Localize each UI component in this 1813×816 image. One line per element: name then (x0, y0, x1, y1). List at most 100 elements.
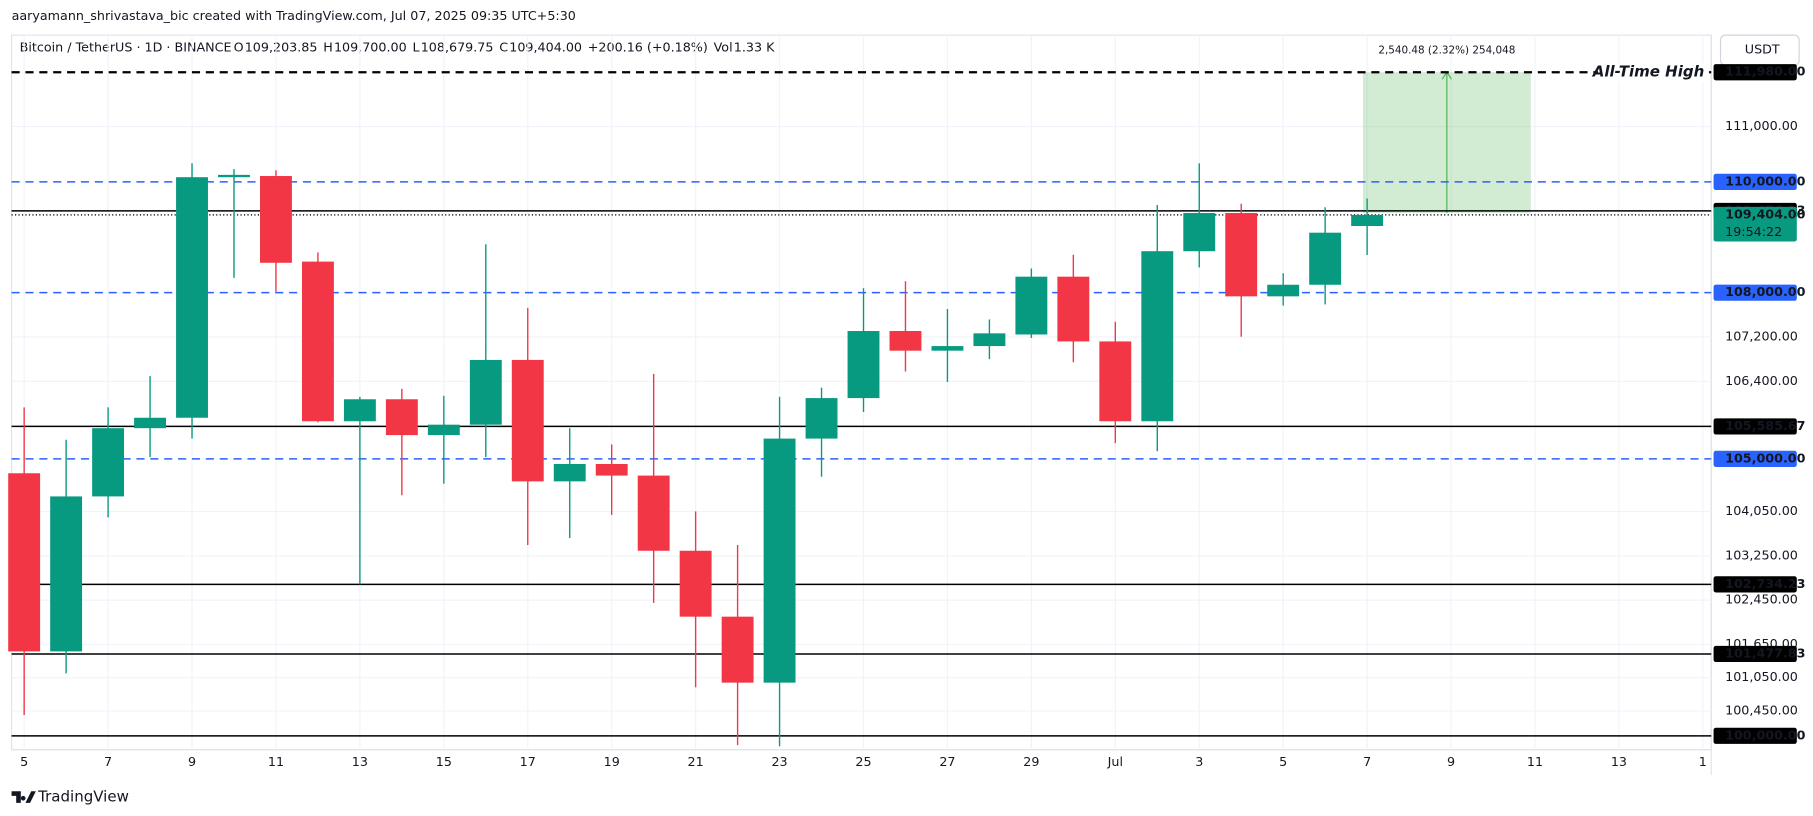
price-label-box (1713, 645, 1797, 663)
y-tick-label: 102,450.00 (1725, 592, 1798, 607)
ohlc-text: H (323, 39, 333, 54)
candle-body (134, 417, 167, 429)
ohlc-text: C (499, 39, 508, 54)
candle-body (637, 475, 670, 551)
x-tick-label: 13 (1611, 754, 1627, 769)
candle-body (679, 550, 712, 617)
candle-body (1267, 284, 1300, 297)
candle-body (469, 359, 502, 425)
candle-body (1183, 213, 1216, 252)
annotation-bg (1597, 62, 1709, 82)
y-tick-label: 101,050.00 (1725, 669, 1798, 684)
ohlc-text: 109,203.85 (245, 39, 318, 54)
ohlc-text: O (234, 39, 244, 54)
y-tick-label: 103,250.00 (1725, 547, 1798, 562)
y-tick-label: 107,200.00 (1725, 328, 1798, 343)
ohlc-legend: O 109,203.85 H 109,700.00 L 108,679.75 C 109,40… (234, 39, 776, 54)
candle-body (301, 261, 334, 422)
candle-body (553, 464, 586, 482)
candle-body (931, 346, 964, 351)
price-label-box (1713, 727, 1797, 744)
y-tick-label: 104,050.00 (1725, 503, 1798, 518)
x-tick-label: 13 (352, 754, 368, 769)
x-tick-label: 15 (436, 754, 452, 769)
candle-body (50, 496, 83, 652)
candle-body (1015, 276, 1048, 335)
price-label: 105,585.67 (1725, 418, 1805, 433)
candle-body (763, 438, 796, 683)
candle-body (385, 399, 418, 436)
candle-body (1351, 214, 1384, 227)
candle-body (1141, 251, 1174, 422)
candle-body (1057, 276, 1090, 342)
x-tick-label: 3 (1195, 754, 1203, 769)
currency: USDT (1745, 42, 1780, 57)
candle-body (8, 473, 41, 652)
x-tick-label: 1 (1699, 754, 1707, 769)
ohlc-text: 109,700.00 (334, 39, 407, 54)
x-tick-label: 19 (604, 754, 620, 769)
candle-body (511, 359, 544, 482)
price-label-box (1713, 206, 1797, 242)
candle-body (176, 177, 208, 418)
candle-body (427, 424, 460, 436)
candle-body (218, 174, 250, 178)
x-tick-label: 25 (855, 754, 871, 769)
candle-body (595, 464, 628, 476)
ohlc-text: L (412, 39, 420, 54)
x-tick-label: 11 (1527, 754, 1543, 769)
logo-icon (11, 791, 36, 803)
annotation: All-Time High (1592, 63, 1705, 81)
x-tick-label: 7 (104, 754, 112, 769)
candle-body (260, 176, 292, 263)
price-label-box (1713, 418, 1797, 435)
x-tick-label: 11 (268, 754, 284, 769)
ohlc-text: +200.16 (+0.18%) (588, 39, 708, 54)
x-tick-label: 7 (1363, 754, 1371, 769)
price-label-box (1713, 173, 1797, 190)
price-label-box (1713, 450, 1797, 467)
candle-body (1099, 341, 1132, 422)
x-tick-label: 5 (1279, 754, 1287, 769)
x-tick-label: 17 (520, 754, 536, 769)
logo: TradingView (11, 788, 129, 806)
symbol: Bitcoin / TetherUS · 1D · BINANCE (20, 39, 232, 54)
price-label-box (1713, 284, 1797, 301)
price-label-box (1713, 64, 1797, 81)
x-tick-label: 21 (688, 754, 704, 769)
x-tick-label: Jul (1107, 754, 1123, 769)
x-tick-label: 9 (1447, 754, 1455, 769)
candle-body (343, 399, 376, 422)
x-tick-label: 9 (188, 754, 196, 769)
ohlc-text: 1.33 K (734, 39, 775, 54)
ohlc-text: 108,679.75 (421, 39, 494, 54)
y-tick-label: 111,000.00 (1725, 118, 1798, 133)
price-label: 102,734.23 (1725, 576, 1805, 591)
candle-body (805, 398, 838, 439)
candle-body (92, 428, 125, 497)
ohlc-text: Vol (714, 39, 733, 54)
candle-body (1309, 232, 1342, 285)
x-tick-label: 27 (939, 754, 955, 769)
candle-body (973, 333, 1006, 347)
credit: aaryamann_shrivastava_bic created with T… (12, 8, 576, 23)
y-tick-label: 106,400.00 (1725, 373, 1798, 388)
measure-label: 2,540.48 (2.32%) 254,048 (1378, 44, 1515, 56)
price-label: 100,000.00 (1725, 727, 1806, 742)
logo-text: TradingView (37, 788, 129, 806)
price-label: 108,000.00 (1725, 284, 1806, 299)
candle-body (889, 331, 922, 351)
ohlc-text: 109,404.00 (509, 39, 582, 54)
y-tick-label: 100,450.00 (1725, 702, 1798, 717)
price-label: 111,980.00 (1725, 64, 1806, 79)
price-label: 110,000.00 (1725, 173, 1806, 188)
candle-body (1225, 213, 1258, 297)
price-label: 105,000.00 (1725, 450, 1806, 465)
x-tick-label: 23 (771, 754, 787, 769)
price-label-box (1713, 576, 1797, 593)
candle-body (847, 331, 880, 399)
candle-body (721, 616, 754, 683)
countdown: 19:54:22 (1725, 224, 1782, 239)
